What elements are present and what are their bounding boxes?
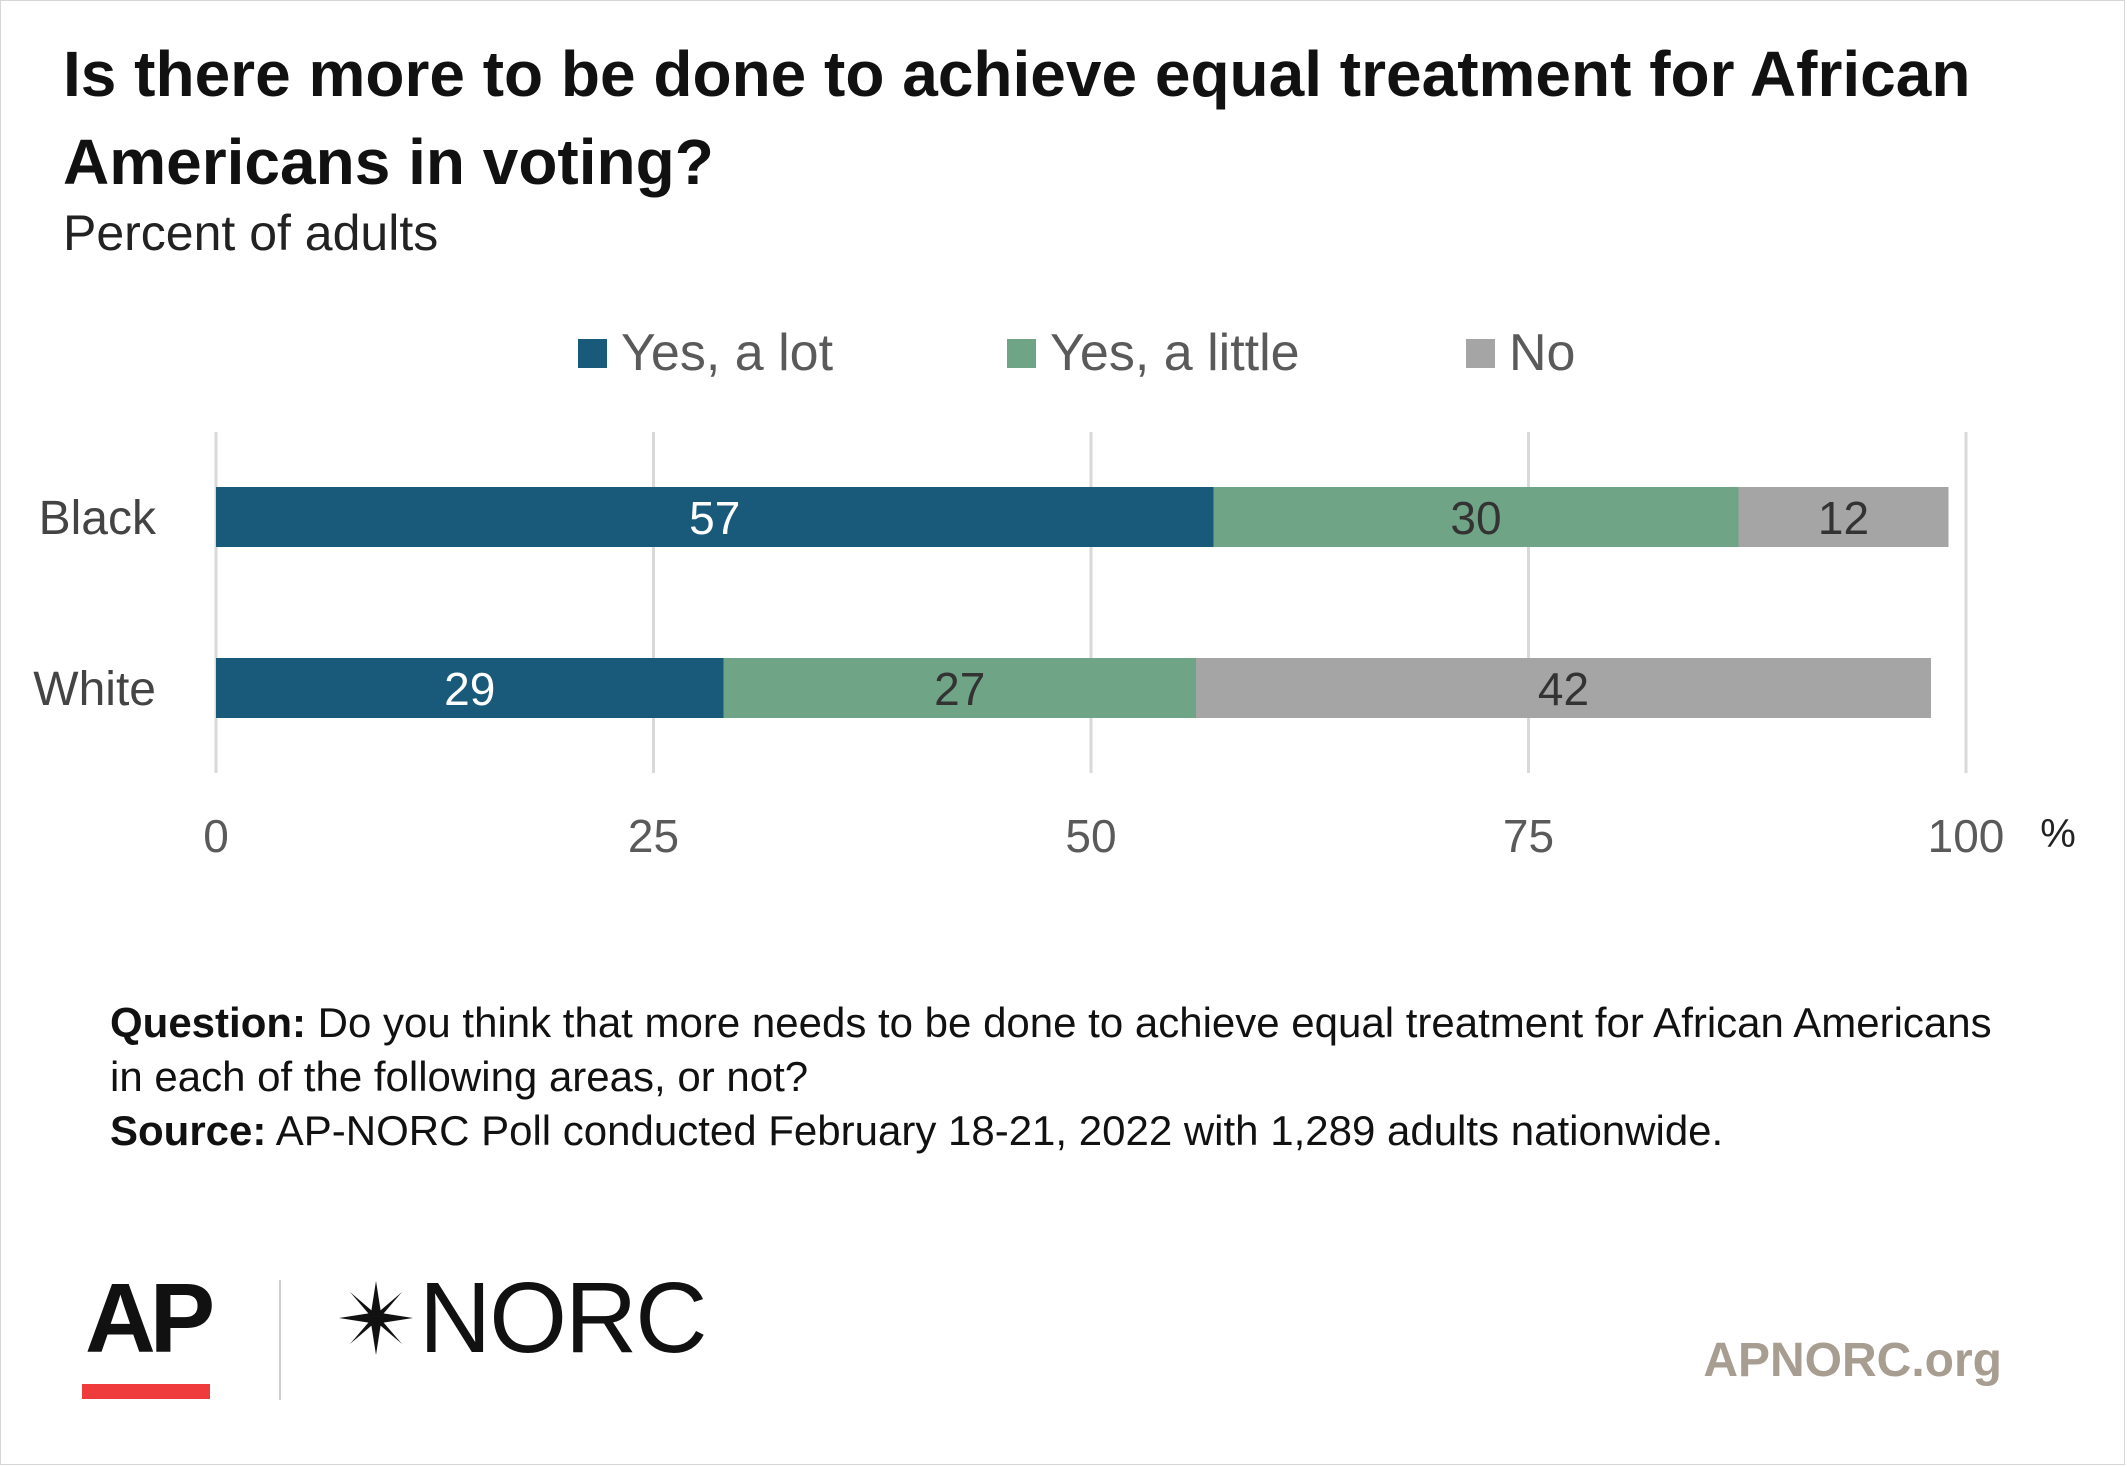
bar-segment bbox=[216, 487, 1214, 547]
bar-segment bbox=[723, 658, 1196, 718]
question-label: Question: bbox=[110, 999, 306, 1046]
legend-item-no: No bbox=[1466, 323, 1575, 383]
legend-item-yes-a-lot: Yes, a lot bbox=[578, 323, 833, 383]
x-tick-label: 50 bbox=[1065, 810, 1116, 862]
x-tick-label: 75 bbox=[1503, 810, 1554, 862]
chart-notes: Question: Do you think that more needs t… bbox=[110, 996, 2010, 1158]
x-tick-label: 25 bbox=[628, 810, 679, 862]
legend-swatch bbox=[578, 338, 607, 368]
legend-swatch bbox=[1466, 338, 1495, 368]
legend-label: Yes, a lot bbox=[621, 324, 834, 382]
norc-logo-text: NORC bbox=[419, 1261, 707, 1374]
data-label: 12 bbox=[1818, 492, 1869, 544]
category-label: White bbox=[33, 663, 156, 716]
legend-label: Yes, a little bbox=[1050, 324, 1300, 382]
data-label: 29 bbox=[444, 663, 495, 715]
norc-logo: NORC bbox=[335, 1262, 707, 1374]
data-label: 27 bbox=[934, 663, 985, 715]
chart-title: Is there more to be done to achieve equa… bbox=[63, 38, 1971, 198]
question-text: Do you think that more needs to be done … bbox=[110, 999, 1992, 1100]
source-text: AP-NORC Poll conducted February 18-21, 2… bbox=[266, 1107, 1724, 1154]
bar-segment bbox=[1196, 658, 1931, 718]
x-tick-label: 100 bbox=[1928, 810, 2005, 862]
logo-divider bbox=[279, 1280, 281, 1400]
chart-plot: 0 25 50 75 100 % Black 57 30 12 White 29 27 42 bbox=[33, 432, 2076, 862]
ap-logo: AP bbox=[85, 1263, 215, 1373]
source-label: Source: bbox=[110, 1107, 267, 1154]
x-tick-label: 0 bbox=[203, 810, 229, 862]
bar-segment bbox=[1738, 487, 1949, 547]
chart-subtitle: Percent of adults bbox=[63, 205, 439, 261]
data-label: 30 bbox=[1450, 492, 1501, 544]
x-unit-label: % bbox=[2040, 812, 2076, 856]
legend-item-yes-a-little: Yes, a little bbox=[1007, 323, 1300, 383]
bar-segment bbox=[1213, 487, 1739, 547]
bar-segment bbox=[216, 658, 724, 718]
legend-label: No bbox=[1509, 324, 1576, 382]
source-note: Source: AP-NORC Poll conducted February … bbox=[110, 1104, 2010, 1158]
category-label: Black bbox=[39, 492, 157, 545]
legend-swatch bbox=[1007, 338, 1036, 368]
data-label: 42 bbox=[1538, 663, 1589, 715]
question-note: Question: Do you think that more needs t… bbox=[110, 996, 2010, 1104]
norc-star-icon bbox=[339, 1281, 413, 1355]
data-label: 57 bbox=[689, 492, 740, 544]
ap-logo-bar bbox=[82, 1384, 210, 1399]
site-link[interactable]: APNORC.org bbox=[1703, 1334, 2002, 1387]
